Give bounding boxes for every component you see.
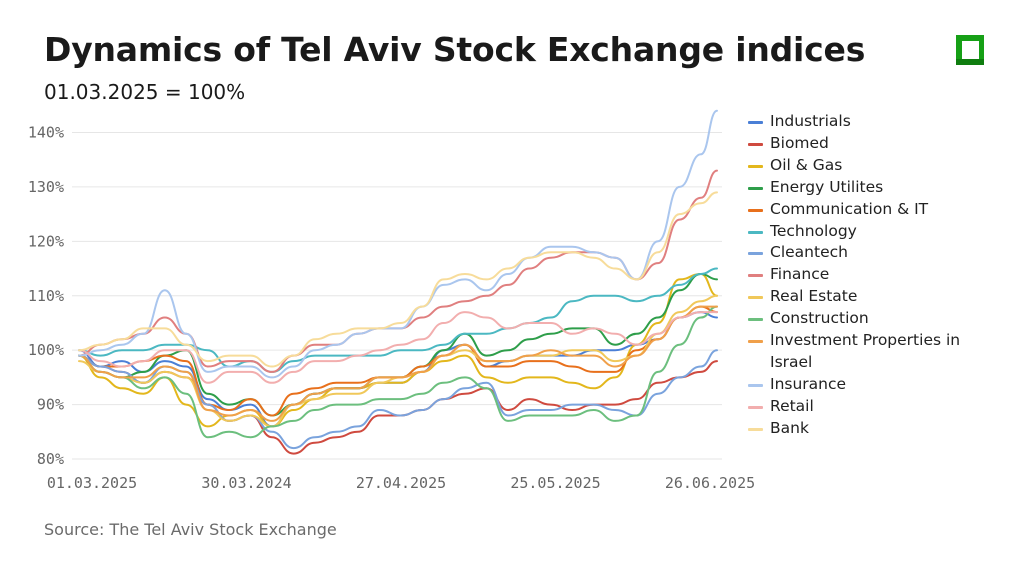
- legend-item: Insurance: [748, 374, 988, 396]
- series-line-construction: [78, 305, 718, 439]
- legend-label: Communication & IT: [770, 199, 929, 218]
- y-tick-label: 130%: [28, 178, 64, 196]
- legend-swatch: [748, 121, 763, 124]
- legend-label: Insurance: [770, 374, 847, 393]
- legend-label: Biomed: [770, 133, 829, 152]
- legend-item: Oil & Gas: [748, 155, 988, 177]
- legend-swatch: [748, 142, 763, 146]
- legend-label: Oil & Gas: [770, 155, 843, 174]
- legend-label: Finance: [770, 265, 830, 284]
- legend-swatch: [748, 318, 763, 322]
- x-tick-label: 27.04.2025: [356, 474, 446, 492]
- series-line-oil-gas: [78, 273, 718, 428]
- chart-legend: Industrials Biomed Oil & Gas Energy Utilite…: [748, 111, 988, 440]
- legend-item: Finance: [748, 264, 988, 286]
- x-tick-label: 30.03.2024: [201, 474, 291, 492]
- legend-label: Energy Utilites: [770, 177, 884, 196]
- series-line-bank: [78, 191, 718, 368]
- x-tick-label: 26.06.2025: [665, 474, 755, 492]
- legend-label: Investment Properties in Israel: [770, 331, 961, 371]
- legend-item: Communication & IT: [748, 199, 988, 221]
- legend-item: Investment Properties in Israel: [748, 330, 988, 374]
- legend-item: Bank: [748, 418, 988, 440]
- legend-swatch: [748, 405, 763, 409]
- legend-item: Energy Utilites: [748, 177, 988, 199]
- legend-swatch: [748, 274, 763, 278]
- x-tick-label: 25.05.2025: [510, 474, 600, 492]
- y-tick-label: 100%: [28, 341, 64, 359]
- legend-swatch: [748, 252, 763, 256]
- legend-item: Industrials: [748, 111, 988, 133]
- legend-swatch: [748, 208, 763, 212]
- series-line-technology: [78, 267, 718, 373]
- logo-icon: [956, 35, 984, 65]
- legend-item: Construction: [748, 308, 988, 330]
- legend-label: Retail: [770, 396, 814, 415]
- y-tick-label: 90%: [37, 396, 64, 414]
- legend-item: Technology: [748, 221, 988, 243]
- legend-swatch: [748, 296, 763, 300]
- series-lines: [78, 109, 718, 455]
- series-line-retail: [78, 311, 718, 384]
- source-note: Source: The Tel Aviv Stock Exchange: [44, 520, 337, 539]
- legend-swatch: [748, 230, 763, 234]
- legend-swatch: [748, 383, 763, 387]
- series-line-investment-properties-in-israel: [78, 305, 718, 422]
- legend-item: Retail: [748, 396, 988, 418]
- legend-label: Real Estate: [770, 287, 858, 306]
- y-axis-ticks: 80% 90% 100% 110% 120% 130% 140%: [28, 124, 64, 469]
- legend-swatch: [748, 164, 763, 168]
- legend-label: Bank: [770, 418, 809, 437]
- legend-label: Technology: [770, 221, 857, 240]
- y-tick-label: 110%: [28, 287, 64, 305]
- legend-swatch: [748, 427, 763, 431]
- y-tick-label: 80%: [37, 450, 64, 468]
- chart-title: Dynamics of Tel Aviv Stock Exchange indi…: [44, 30, 866, 69]
- legend-item: Real Estate: [748, 286, 988, 308]
- y-tick-label: 120%: [28, 232, 64, 250]
- legend-label: Industrials: [770, 112, 851, 130]
- x-tick-label: 01.03.2025: [47, 474, 137, 492]
- legend-item: Cleantech: [748, 242, 988, 264]
- y-tick-label: 140%: [28, 124, 64, 142]
- chart-subtitle: 01.03.2025 = 100%: [44, 80, 246, 104]
- legend-label: Construction: [770, 309, 869, 328]
- legend-swatch: [748, 340, 763, 344]
- legend-item: Biomed: [748, 133, 988, 155]
- x-axis-ticks: 01.03.2025 30.03.2024 27.04.2025 25.05.2025…: [47, 474, 755, 492]
- legend-swatch: [748, 186, 763, 190]
- series-line-insurance: [78, 109, 718, 379]
- legend-label: Cleantech: [770, 243, 848, 262]
- series-line-real-estate: [78, 294, 718, 428]
